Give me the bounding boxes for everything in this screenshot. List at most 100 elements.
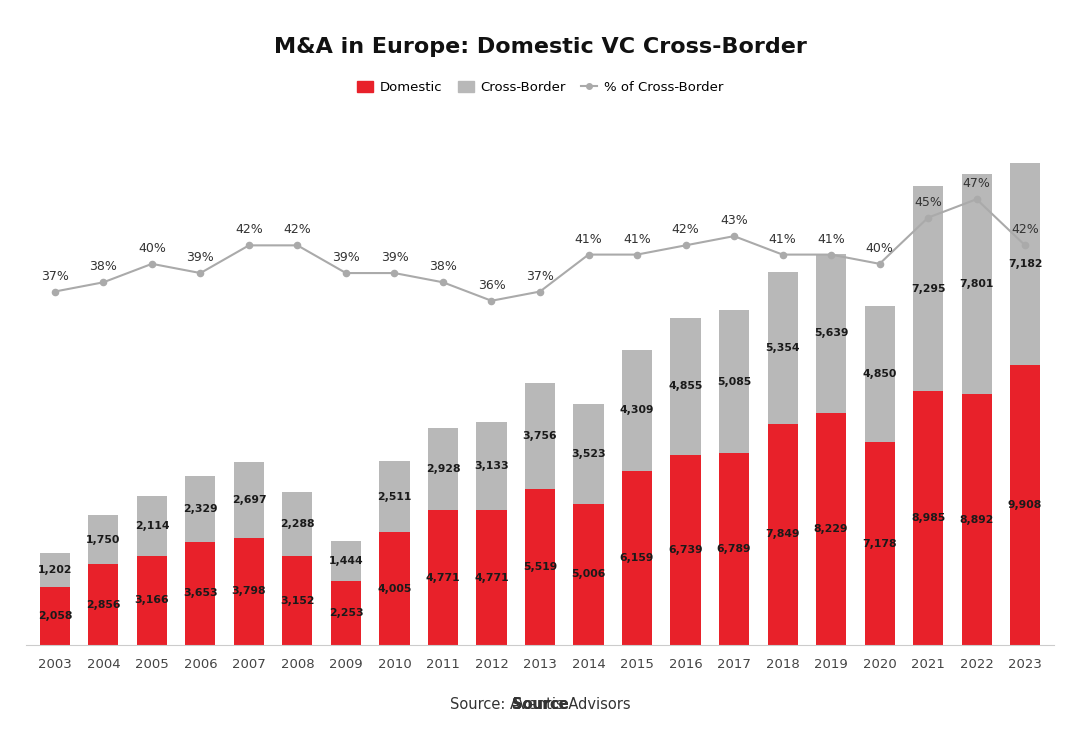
Text: 4,771: 4,771 <box>426 573 460 583</box>
Bar <box>525 383 555 489</box>
Text: 7,849: 7,849 <box>766 529 800 539</box>
Text: 41%: 41% <box>623 233 651 245</box>
Bar <box>1010 163 1040 366</box>
Text: 7,801: 7,801 <box>959 279 994 289</box>
Text: 37%: 37% <box>526 269 554 283</box>
Text: 36%: 36% <box>477 279 505 292</box>
Bar <box>961 394 991 645</box>
Bar <box>719 310 750 453</box>
Point <box>192 267 210 279</box>
Text: 40%: 40% <box>866 242 893 255</box>
Text: 2,511: 2,511 <box>377 491 411 502</box>
Text: 9,908: 9,908 <box>1008 500 1042 510</box>
Text: 37%: 37% <box>41 269 69 283</box>
Bar <box>913 391 943 645</box>
Point <box>629 249 646 261</box>
Text: 3,756: 3,756 <box>523 431 557 442</box>
Text: 8,892: 8,892 <box>959 515 994 525</box>
Bar <box>671 318 701 455</box>
Title: M&A in Europe: Domestic VC Cross-Border: M&A in Europe: Domestic VC Cross-Border <box>273 37 807 57</box>
Text: 6,739: 6,739 <box>669 545 703 555</box>
Text: 2,856: 2,856 <box>86 600 121 610</box>
Text: 41%: 41% <box>818 233 845 245</box>
Text: 3,653: 3,653 <box>184 588 218 599</box>
Bar <box>234 462 264 538</box>
Point <box>434 277 451 288</box>
Point <box>46 285 64 297</box>
Text: 4,850: 4,850 <box>862 369 896 379</box>
Point <box>677 239 694 251</box>
Point <box>870 258 888 269</box>
Bar <box>913 185 943 391</box>
Text: 39%: 39% <box>187 251 214 264</box>
Bar <box>428 428 458 510</box>
Point <box>483 295 500 307</box>
Point <box>1016 239 1034 251</box>
Text: 4,771: 4,771 <box>474 573 509 583</box>
Text: 38%: 38% <box>429 261 457 273</box>
Bar <box>622 472 652 645</box>
Bar <box>1010 366 1040 645</box>
Text: 8,985: 8,985 <box>910 513 945 523</box>
Bar <box>282 556 312 645</box>
Text: 1,750: 1,750 <box>86 535 121 545</box>
Point <box>386 267 403 279</box>
Text: 40%: 40% <box>138 242 166 255</box>
Bar <box>864 306 894 442</box>
Text: 3,152: 3,152 <box>280 596 314 606</box>
Bar <box>573 504 604 645</box>
Text: 41%: 41% <box>575 233 603 245</box>
Point <box>337 267 354 279</box>
Bar <box>573 404 604 504</box>
Bar <box>816 412 846 645</box>
Point <box>144 258 161 269</box>
Bar <box>864 442 894 645</box>
Text: 7,182: 7,182 <box>1008 259 1042 269</box>
Text: 3,166: 3,166 <box>135 596 170 605</box>
Text: 7,178: 7,178 <box>862 539 896 549</box>
Text: 3,798: 3,798 <box>232 586 266 596</box>
Point <box>822 249 839 261</box>
Bar <box>40 587 70 645</box>
Bar <box>719 453 750 645</box>
Point <box>919 212 936 223</box>
Bar <box>768 423 798 645</box>
Bar <box>961 174 991 394</box>
Bar <box>234 538 264 645</box>
Legend: Domestic, Cross-Border, % of Cross-Border: Domestic, Cross-Border, % of Cross-Borde… <box>352 76 728 99</box>
Point <box>531 285 549 297</box>
Text: 1,444: 1,444 <box>328 556 363 566</box>
Bar <box>622 350 652 472</box>
Bar <box>89 515 119 564</box>
Bar <box>137 496 167 556</box>
Text: 2,697: 2,697 <box>231 495 267 504</box>
Bar <box>476 422 507 510</box>
Bar <box>525 489 555 645</box>
Text: 3,133: 3,133 <box>474 461 509 471</box>
Point <box>95 277 112 288</box>
Bar <box>476 510 507 645</box>
Text: Source: Source <box>512 696 568 712</box>
Text: 5,006: 5,006 <box>571 569 606 580</box>
Point <box>726 230 743 242</box>
Bar <box>186 476 216 542</box>
Text: 4,005: 4,005 <box>377 583 411 593</box>
Point <box>288 239 306 251</box>
Text: 42%: 42% <box>672 223 700 237</box>
Text: 7,295: 7,295 <box>910 283 945 293</box>
Point <box>241 239 258 251</box>
Text: 5,519: 5,519 <box>523 562 557 572</box>
Text: 6,789: 6,789 <box>717 545 752 554</box>
Bar <box>379 461 409 532</box>
Text: Source: Aventis Advisors: Source: Aventis Advisors <box>449 696 631 712</box>
Point <box>774 249 792 261</box>
Bar <box>428 510 458 645</box>
Bar <box>768 272 798 423</box>
Text: 47%: 47% <box>962 177 990 190</box>
Text: 39%: 39% <box>332 251 360 264</box>
Bar <box>330 581 361 645</box>
Text: 41%: 41% <box>769 233 796 245</box>
Text: 1,202: 1,202 <box>38 565 72 575</box>
Bar <box>137 556 167 645</box>
Bar <box>379 532 409 645</box>
